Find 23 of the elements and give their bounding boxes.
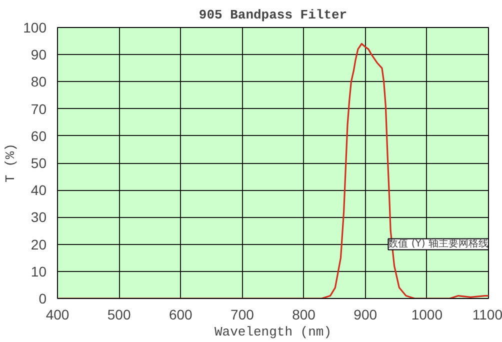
- x-tick-label: 1100: [472, 306, 502, 322]
- line-series: [58, 42, 488, 298]
- y-tick-label: 40: [30, 182, 47, 198]
- x-tick-label: 900: [354, 306, 378, 322]
- x-tick-label: 1000: [411, 306, 443, 322]
- y-tick-label: 60: [30, 128, 47, 144]
- x-axis-title: Wavelength (nm): [214, 324, 332, 340]
- x-tick-label: 600: [168, 306, 193, 322]
- x-tick-label: 800: [292, 306, 316, 322]
- x-tick-label: 500: [107, 306, 131, 322]
- y-tick-label: 10: [30, 263, 47, 280]
- y-tick-label: 100: [23, 20, 47, 36]
- y-tick-label: 90: [30, 46, 47, 63]
- y-tick-label: 70: [30, 100, 47, 117]
- y-axis-title: T (%): [3, 143, 18, 183]
- y-tick-label: 0: [38, 290, 47, 306]
- chart-title: 905 Bandpass Filter: [198, 8, 348, 22]
- x-tick-label: 400: [46, 306, 70, 322]
- x-tick-label: 700: [230, 306, 254, 322]
- y-tick-label: 20: [30, 236, 47, 252]
- y-tick-label: 80: [30, 74, 47, 90]
- y-tick-label: 30: [30, 209, 47, 226]
- y-tick-label: 50: [30, 155, 47, 171]
